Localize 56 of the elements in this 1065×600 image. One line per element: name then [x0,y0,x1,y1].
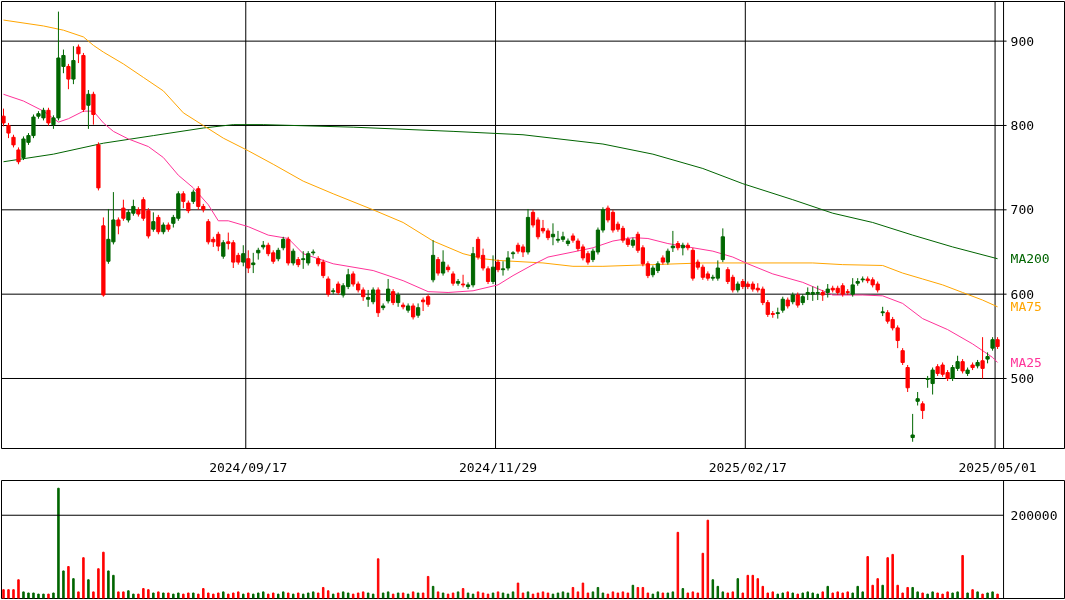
candlestick [66,63,71,90]
candlestick [435,256,441,277]
candlestick [715,259,720,282]
candlestick [905,364,910,393]
candlestick [221,239,226,260]
candlestick [565,237,571,247]
y-tick-label: 500 [1010,371,1035,386]
candlestick [980,336,985,379]
text: 200000 [1010,507,1058,523]
candlestick [76,44,81,64]
candlestick [440,249,446,277]
candlestick [241,244,246,267]
candlestick [326,275,331,298]
candlestick [151,211,156,233]
series-label: MA75 [1010,299,1042,315]
line-series [3,93,999,363]
candlestick [505,250,511,272]
candlestick [91,91,96,126]
candlestick [555,230,561,244]
candlestick [71,45,76,85]
candlestick [376,286,381,318]
y-tick-label: 800 [1010,117,1035,133]
x-tick-label: 2025/02/17 [708,459,787,475]
candlestick [670,230,675,253]
line-series [3,124,999,260]
candlestick [910,413,915,443]
line-series [3,19,999,308]
candlestick [560,231,566,243]
candlestick [246,249,251,274]
candlestick [535,216,541,240]
candlestick [156,214,161,235]
candlestick [510,250,516,260]
candlestick [850,277,855,298]
x-tick-label: 2025/05/01 [958,459,1037,475]
candlestick [86,89,91,130]
candlestick [420,297,426,312]
candlestick [540,219,546,234]
candlestick [500,260,506,277]
candlestick [381,302,386,311]
candlestick [610,209,616,234]
x-tick-label: 2024/11/29 [458,459,538,475]
y-tick-label: 700 [1010,202,1035,218]
series-label: MA200 [1010,251,1050,267]
x-tick-label: 2024/09/17 [209,459,288,475]
y-tick-label: 600 [1010,286,1035,302]
candlestick [386,278,391,304]
candlestick [490,254,496,285]
candlestick [720,227,725,263]
candlestick [251,252,256,274]
candlestick [286,236,291,266]
series-label: MA25 [1010,354,1042,370]
candlestick [520,243,526,258]
y-tick-label: 900 [1010,33,1035,49]
candlestick [455,278,461,287]
candlestick [121,199,126,222]
candlestick [460,274,466,288]
